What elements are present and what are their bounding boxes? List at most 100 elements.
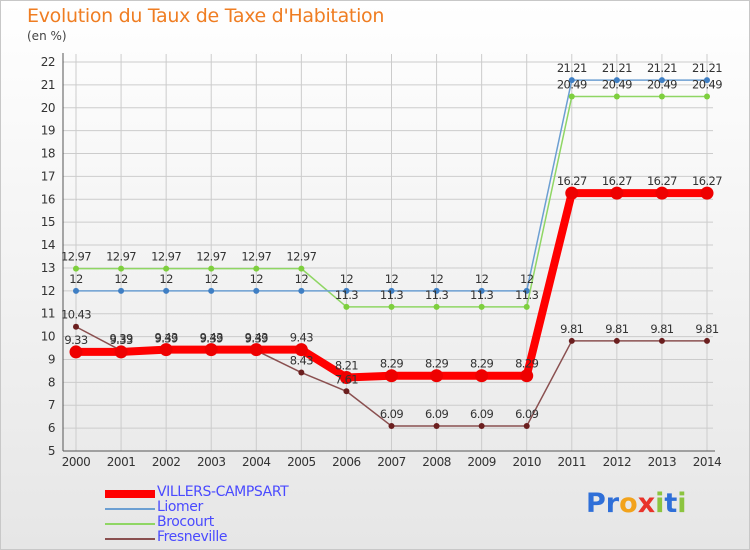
x-tick-label: 2002: [152, 455, 181, 469]
data-label: 11.3: [335, 288, 358, 302]
logo-letter: o: [619, 488, 638, 519]
y-tick-label: 18: [41, 147, 55, 161]
logo-letter: r: [605, 488, 620, 519]
data-point: [208, 265, 215, 272]
data-label: 12: [250, 272, 264, 286]
y-tick-label: 11: [41, 307, 55, 321]
y-tick-label: 15: [41, 215, 55, 229]
data-label: 9.39: [109, 332, 132, 346]
x-tick-label: 2003: [197, 455, 226, 469]
x-tick-label: 2006: [332, 455, 361, 469]
data-point: [73, 287, 79, 294]
data-label: 11.3: [380, 288, 403, 302]
data-point: [700, 186, 714, 200]
data-label: 11.3: [470, 288, 493, 302]
data-point: [388, 303, 395, 310]
y-tick-label: 10: [41, 330, 55, 344]
data-point: [208, 287, 215, 294]
legend-swatch: [105, 522, 155, 525]
data-label: 11.3: [425, 288, 448, 302]
data-point: [433, 303, 440, 310]
data-point: [159, 343, 173, 357]
data-label: 20.49: [557, 78, 587, 92]
data-point: [478, 423, 485, 430]
x-tick-label: 2014: [693, 455, 722, 469]
data-point: [565, 186, 579, 200]
data-point: [520, 369, 534, 383]
data-point: [298, 265, 305, 272]
data-label: 12: [520, 272, 534, 286]
data-label: 12.97: [151, 250, 181, 264]
data-label: 11.3: [515, 288, 538, 302]
data-label: 8.43: [290, 354, 313, 368]
data-point: [523, 423, 530, 430]
data-label: 9.81: [605, 322, 628, 336]
data-label: 12: [204, 272, 218, 286]
y-tick-label: 12: [41, 284, 55, 298]
data-point: [704, 77, 710, 84]
data-point: [249, 343, 263, 357]
x-tick-label: 2010: [512, 455, 541, 469]
data-point: [430, 369, 444, 383]
data-point: [523, 287, 530, 294]
legend-label: Fresneville: [157, 529, 228, 545]
data-point: [163, 287, 170, 294]
data-point: [253, 287, 260, 294]
legend-swatch: [105, 489, 155, 498]
data-label: 12.97: [106, 250, 136, 264]
data-label: 12: [475, 272, 489, 286]
x-tick-label: 2011: [558, 455, 587, 469]
data-label: 12: [295, 272, 309, 286]
data-point: [658, 77, 665, 84]
data-point: [69, 345, 83, 359]
data-point: [385, 369, 398, 383]
data-point: [655, 186, 669, 200]
data-point: [433, 287, 440, 294]
data-label: 9.43: [155, 331, 178, 345]
x-tick-label: 2012: [603, 455, 632, 469]
data-point: [613, 77, 620, 84]
y-tick-label: 9: [48, 352, 55, 366]
data-point: [568, 93, 575, 100]
legend-label: Liomer: [157, 499, 203, 515]
data-label: 16.27: [557, 174, 587, 188]
data-label: 12: [69, 272, 83, 286]
data-label: 21.21: [602, 61, 632, 75]
data-label: 9.81: [695, 322, 718, 336]
data-label: 8.29: [470, 357, 493, 371]
data-label: 6.09: [425, 407, 448, 421]
data-point: [294, 343, 308, 357]
data-point: [388, 287, 395, 294]
y-tick-label: 19: [41, 124, 55, 138]
data-label: 9.39: [245, 332, 268, 346]
data-label: 12: [385, 272, 399, 286]
logo-letter: P: [586, 488, 606, 519]
data-point: [704, 337, 710, 344]
data-label: 6.09: [470, 407, 493, 421]
data-label: 9.81: [560, 322, 583, 336]
logo-letter: x: [637, 488, 656, 519]
data-point: [118, 265, 125, 272]
data-label: 20.49: [692, 78, 722, 92]
data-label: 21.21: [557, 61, 587, 75]
data-point: [298, 287, 305, 294]
x-tick-label: 2009: [467, 455, 496, 469]
data-label: 12.97: [241, 250, 271, 264]
data-point: [118, 287, 125, 294]
legend-swatch: [105, 507, 155, 510]
data-point: [475, 369, 489, 383]
data-point: [658, 337, 665, 344]
data-point: [388, 423, 395, 430]
data-label: 16.27: [692, 174, 722, 188]
data-label: 21.21: [692, 61, 722, 75]
x-tick-label: 2004: [242, 455, 271, 469]
data-label: 12: [114, 272, 128, 286]
data-point: [114, 345, 128, 359]
data-label: 9.43: [245, 331, 268, 345]
data-label: 8.21: [335, 359, 358, 373]
data-point: [613, 93, 620, 100]
data-label: 9.81: [650, 322, 673, 336]
data-label: 7.61: [335, 372, 358, 386]
data-label: 8.29: [515, 357, 538, 371]
